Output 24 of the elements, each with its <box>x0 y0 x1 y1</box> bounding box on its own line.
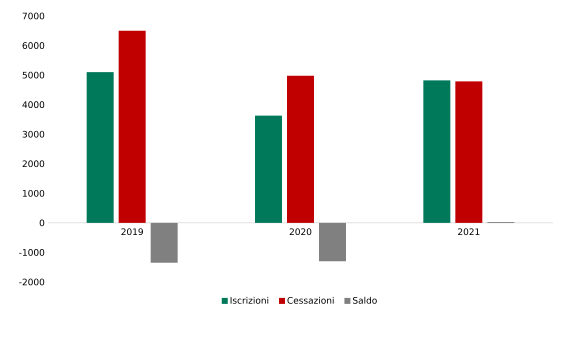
y-tick-label: 3000 <box>22 130 44 138</box>
y-tick-label: 1000 <box>22 190 44 197</box>
y-tick-label: 4000 <box>22 101 44 108</box>
x-tick-label: 2019 <box>121 228 143 236</box>
y-tick-label: 0 <box>40 219 44 226</box>
bar <box>319 222 346 262</box>
y-tick-label: 5000 <box>22 72 44 78</box>
y-tick-label: -2000 <box>19 278 44 286</box>
x-tick-label: 2021 <box>458 228 480 236</box>
bar <box>455 81 482 223</box>
x-tick-label: 2020 <box>290 228 312 236</box>
bar <box>118 30 146 223</box>
y-tick-label: 7000 <box>22 12 44 20</box>
legend-label: Saldo <box>353 296 377 304</box>
bar <box>255 116 282 223</box>
legend-label: Cessazioni <box>287 296 334 304</box>
y-tick-label: 2000 <box>22 160 44 168</box>
legend-label: Iscrizioni <box>230 296 268 304</box>
y-tick-label: -1000 <box>19 249 44 256</box>
y-tick-label: 6000 <box>22 42 44 49</box>
bar <box>423 80 450 223</box>
bar <box>150 222 178 263</box>
bar <box>86 72 114 223</box>
bar <box>287 76 314 223</box>
